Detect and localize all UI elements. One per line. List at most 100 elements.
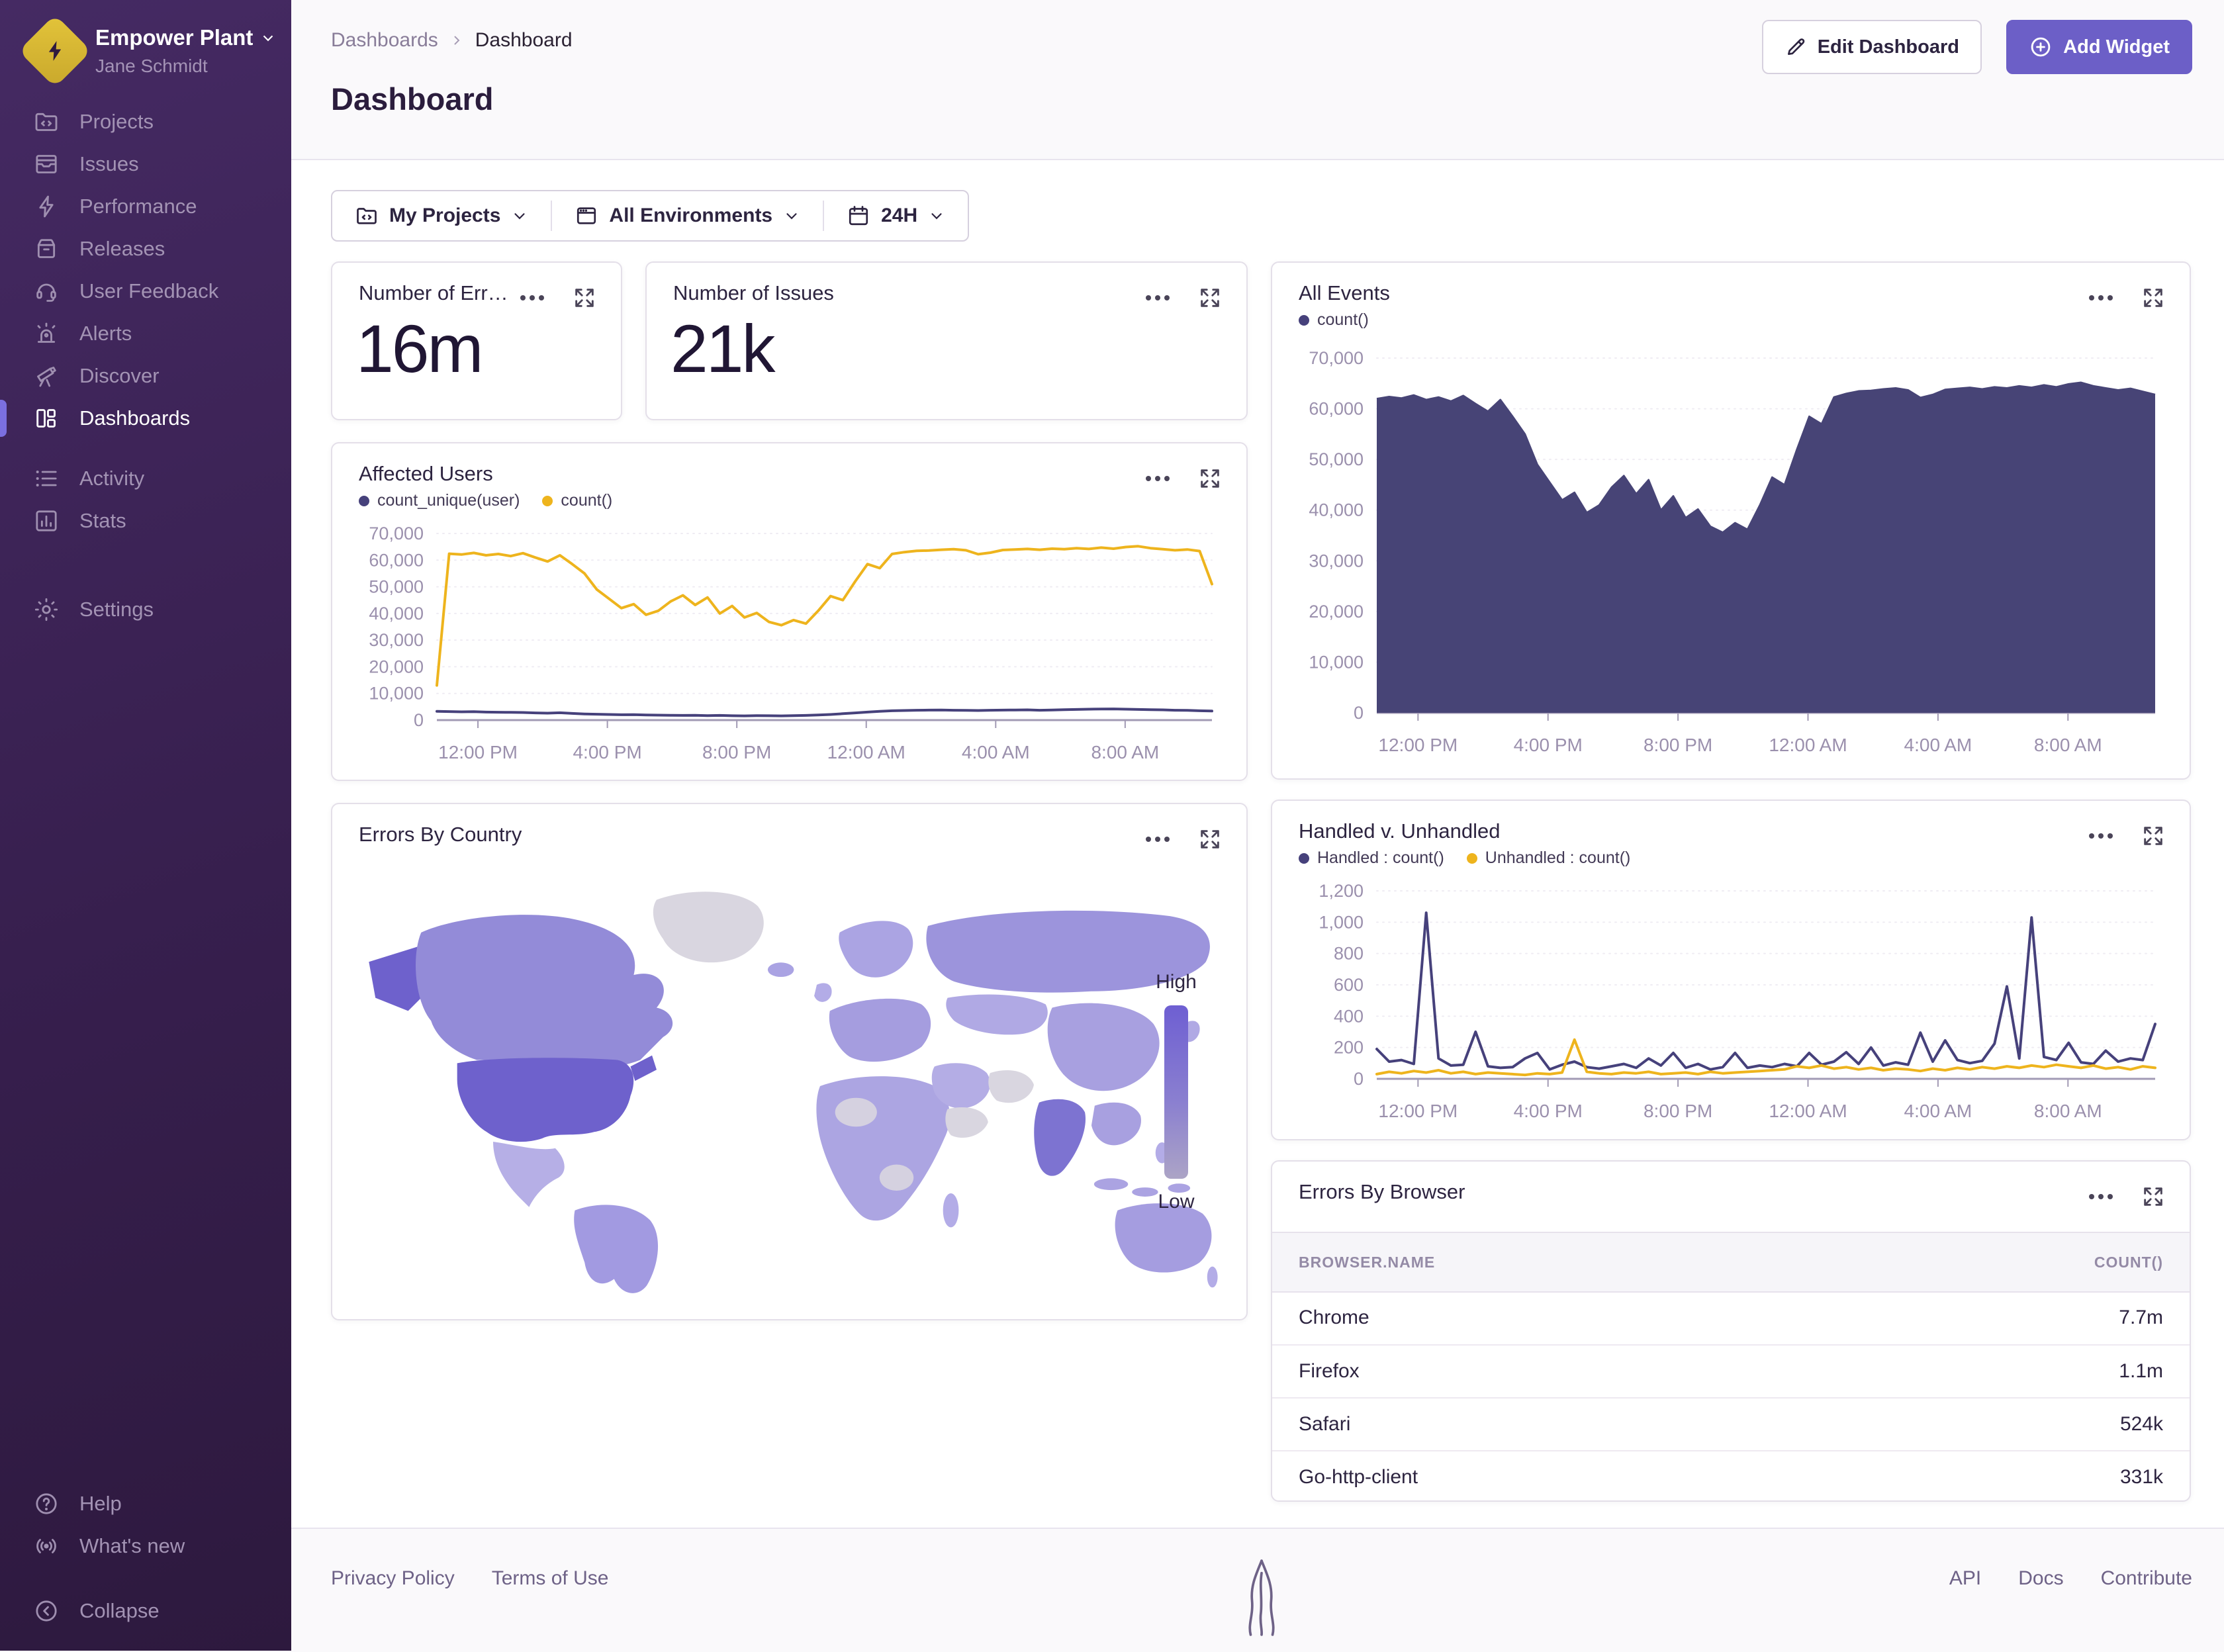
breadcrumb-dashboards[interactable]: Dashboards (331, 29, 438, 52)
active-indicator (0, 400, 7, 437)
map-legend-high: High (1136, 971, 1216, 993)
widget-menu-icon[interactable] (1144, 834, 1171, 845)
svg-text:12:00 PM: 12:00 PM (438, 742, 518, 762)
contribute-link[interactable]: Contribute (2101, 1567, 2192, 1590)
sidebar-item-settings[interactable]: Settings (0, 588, 291, 631)
svg-text:30,000: 30,000 (1309, 551, 1364, 571)
terms-of-use-link[interactable]: Terms of Use (492, 1567, 609, 1590)
widget-menu-icon[interactable] (1144, 473, 1171, 484)
svg-text:4:00 AM: 4:00 AM (1904, 1101, 1972, 1121)
time-range-filter[interactable]: 24H (824, 191, 968, 240)
svg-text:50,000: 50,000 (1309, 449, 1364, 469)
chevron-right-icon (449, 32, 465, 48)
sidebar-item-label: Activity (79, 467, 144, 490)
edit-dashboard-label: Edit Dashboard (1818, 36, 1959, 58)
breadcrumb: Dashboards Dashboard (331, 29, 573, 52)
expand-icon[interactable] (1197, 466, 1223, 491)
sidebar-item-stats[interactable]: Stats (0, 500, 291, 542)
table-row: Chrome 7.7m (1272, 1291, 2190, 1344)
widget-menu-icon[interactable] (1144, 293, 1171, 303)
help-icon (33, 1491, 60, 1517)
privacy-policy-link[interactable]: Privacy Policy (331, 1567, 455, 1590)
expand-icon[interactable] (1197, 827, 1223, 852)
svg-text:20,000: 20,000 (369, 657, 424, 676)
table-header: BROWSER.NAME COUNT() (1272, 1232, 2190, 1293)
docs-link[interactable]: Docs (2018, 1567, 2063, 1590)
svg-text:70,000: 70,000 (369, 524, 424, 543)
dashboards-icon (33, 405, 60, 432)
svg-text:200: 200 (1334, 1038, 1364, 1058)
browser-count: 1.1m (2119, 1360, 2163, 1383)
sidebar-item-issues[interactable]: Issues (0, 143, 291, 185)
sidebar-item-dashboards[interactable]: Dashboards (0, 397, 291, 439)
expand-icon[interactable] (572, 285, 597, 310)
svg-text:0: 0 (414, 710, 424, 730)
expand-icon[interactable] (2141, 285, 2166, 310)
sidebar-item-help[interactable]: Help (0, 1483, 291, 1525)
sidebar-item-performance[interactable]: Performance (0, 185, 291, 228)
browser-count: 331k (2120, 1466, 2163, 1489)
browser-count: 524k (2120, 1413, 2163, 1436)
sidebar-item-label: Performance (79, 195, 197, 218)
legend-label: Handled : count() (1317, 849, 1444, 868)
table-row: Go-http-client 331k (1272, 1450, 2190, 1503)
svg-text:20,000: 20,000 (1309, 602, 1364, 621)
widget-menu-icon[interactable] (2088, 831, 2114, 841)
svg-text:1,000: 1,000 (1319, 912, 1364, 932)
svg-text:60,000: 60,000 (369, 550, 424, 570)
releases-icon (33, 236, 60, 262)
performance-icon (33, 193, 60, 220)
svg-text:12:00 AM: 12:00 AM (1769, 1101, 1847, 1121)
widget-menu-icon[interactable] (2088, 1191, 2114, 1202)
sidebar-item-collapse[interactable]: Collapse (0, 1590, 291, 1632)
sidebar-item-label: Discover (79, 364, 160, 388)
chevron-down-icon (783, 207, 800, 224)
svg-text:4:00 PM: 4:00 PM (573, 742, 641, 762)
sidebar-item-whats-new[interactable]: What's new (0, 1525, 291, 1567)
pencil-icon (1784, 36, 1807, 58)
project-filter[interactable]: My Projects (332, 191, 551, 240)
sidebar-item-label: Issues (79, 152, 139, 176)
environment-filter[interactable]: All Environments (552, 191, 823, 240)
issues-icon (33, 151, 60, 177)
sidebar-item-label: Help (79, 1492, 122, 1516)
sidebar-item-releases[interactable]: Releases (0, 228, 291, 270)
projects-icon (33, 109, 60, 135)
map-gradient-bar (1164, 1005, 1188, 1179)
expand-icon[interactable] (2141, 1184, 2166, 1209)
widget-number-of-errors: Number of Err… 16m (331, 261, 622, 420)
legend-dot (1299, 853, 1309, 864)
sidebar-item-discover[interactable]: Discover (0, 355, 291, 397)
widget-menu-icon[interactable] (2088, 293, 2114, 303)
handled-unhandled-chart: 02004006008001,0001,20012:00 PM4:00 PM8:… (1299, 882, 2166, 1125)
svg-text:4:00 AM: 4:00 AM (1904, 735, 1972, 755)
org-switcher[interactable]: Empower Plant Jane Schmidt (29, 25, 277, 77)
api-link[interactable]: API (1949, 1567, 1981, 1590)
svg-text:12:00 AM: 12:00 AM (1769, 735, 1847, 755)
edit-dashboard-button[interactable]: Edit Dashboard (1762, 20, 1982, 74)
widget-affected-users: Affected Users count_unique(user) count(… (331, 442, 1248, 781)
svg-text:8:00 PM: 8:00 PM (1644, 1101, 1712, 1121)
svg-text:4:00 PM: 4:00 PM (1514, 1101, 1583, 1121)
svg-text:800: 800 (1334, 944, 1364, 964)
widget-title: Errors By Browser (1299, 1180, 1465, 1204)
widget-menu-icon[interactable] (519, 293, 545, 303)
sidebar-item-user-feedback[interactable]: User Feedback (0, 270, 291, 312)
sidebar-item-projects[interactable]: Projects (0, 101, 291, 143)
svg-text:10,000: 10,000 (369, 684, 424, 704)
expand-icon[interactable] (1197, 285, 1223, 310)
chevron-down-icon (928, 207, 945, 224)
sidebar-item-activity[interactable]: Activity (0, 457, 291, 500)
lightning-bolt-icon (42, 38, 68, 64)
svg-text:12:00 PM: 12:00 PM (1378, 735, 1458, 755)
column-count: COUNT() (2094, 1254, 2163, 1271)
calendar-icon (847, 204, 870, 228)
sidebar-item-alerts[interactable]: Alerts (0, 312, 291, 355)
svg-text:8:00 AM: 8:00 AM (2034, 1101, 2102, 1121)
add-widget-button[interactable]: Add Widget (2006, 20, 2192, 74)
discover-icon (33, 363, 60, 389)
legend-dot (359, 496, 369, 506)
widget-number-of-issues: Number of Issues 21k (645, 261, 1248, 420)
sidebar-item-label: Dashboards (79, 406, 190, 430)
expand-icon[interactable] (2141, 823, 2166, 849)
